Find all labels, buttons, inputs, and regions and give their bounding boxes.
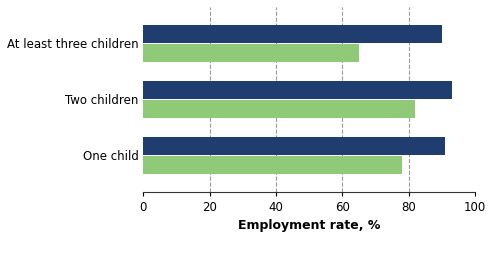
Bar	[143, 137, 445, 155]
X-axis label: Employment rate, %: Employment rate, %	[238, 219, 381, 232]
Bar	[143, 100, 415, 118]
Bar	[143, 156, 402, 174]
Bar	[143, 44, 359, 62]
Bar	[143, 81, 452, 99]
Bar	[143, 25, 442, 43]
